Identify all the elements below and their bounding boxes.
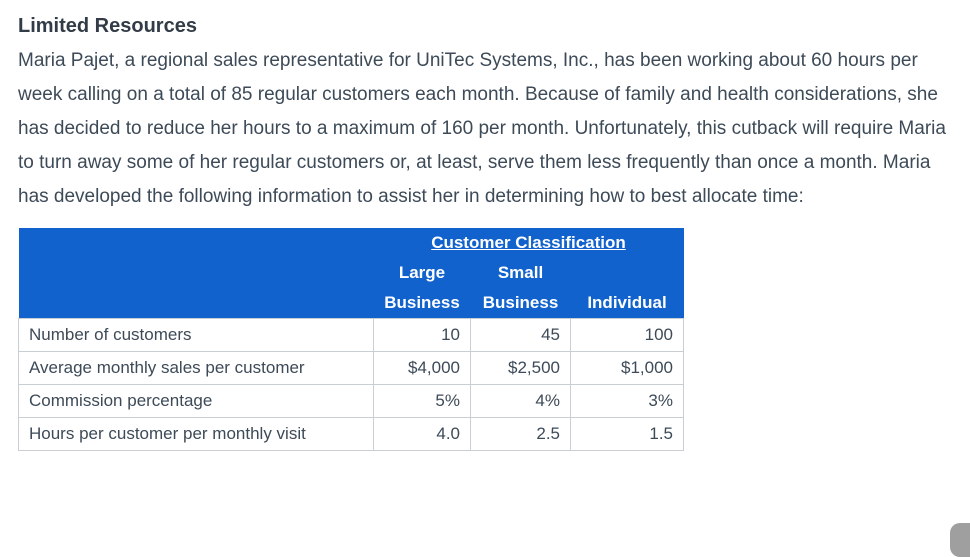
table-row: Commission percentage 5% 4% 3% xyxy=(18,384,684,418)
table-cell: 10 xyxy=(373,318,471,352)
document-page: Limited Resources Maria Pajet, a regiona… xyxy=(18,15,946,451)
column-header-small-line1: Small xyxy=(470,258,571,288)
row-label: Number of customers xyxy=(18,318,374,352)
column-header-small-line2: Business xyxy=(470,288,571,319)
table-cell: $4,000 xyxy=(373,351,471,385)
table-row: Number of customers 10 45 100 xyxy=(18,318,684,352)
table-row: Average monthly sales per customer $4,00… xyxy=(18,351,684,385)
table-body: Number of customers 10 45 100 Average mo… xyxy=(18,318,684,451)
table-cell: 2.5 xyxy=(470,417,571,451)
table-cell: 4% xyxy=(470,384,571,418)
data-table: Customer Classification Large Small Busi… xyxy=(18,228,684,451)
scrollbar-thumb[interactable] xyxy=(950,523,970,557)
column-header-individual-line1 xyxy=(570,258,684,288)
table-row: Hours per customer per monthly visit 4.0… xyxy=(18,417,684,451)
table-cell: 45 xyxy=(470,318,571,352)
table-cell: 5% xyxy=(373,384,471,418)
table-cell: 3% xyxy=(570,384,684,418)
header-empty-cell xyxy=(18,228,374,319)
table-cell: 1.5 xyxy=(570,417,684,451)
page-title: Limited Resources xyxy=(18,15,197,37)
row-label: Commission percentage xyxy=(18,384,374,418)
table-header: Customer Classification Large Small Busi… xyxy=(18,228,684,319)
problem-statement: Maria Pajet, a regional sales representa… xyxy=(18,50,946,207)
table-cell: $2,500 xyxy=(470,351,571,385)
column-header-large-line1: Large xyxy=(373,258,471,288)
column-header-individual-line2: Individual xyxy=(570,288,684,319)
table-cell: 100 xyxy=(570,318,684,352)
table-cell: 4.0 xyxy=(373,417,471,451)
column-header-large-line2: Business xyxy=(373,288,471,319)
row-label: Hours per customer per monthly visit xyxy=(18,417,374,451)
row-label: Average monthly sales per customer xyxy=(18,351,374,385)
table-cell: $1,000 xyxy=(570,351,684,385)
table-header-title: Customer Classification xyxy=(373,228,684,258)
